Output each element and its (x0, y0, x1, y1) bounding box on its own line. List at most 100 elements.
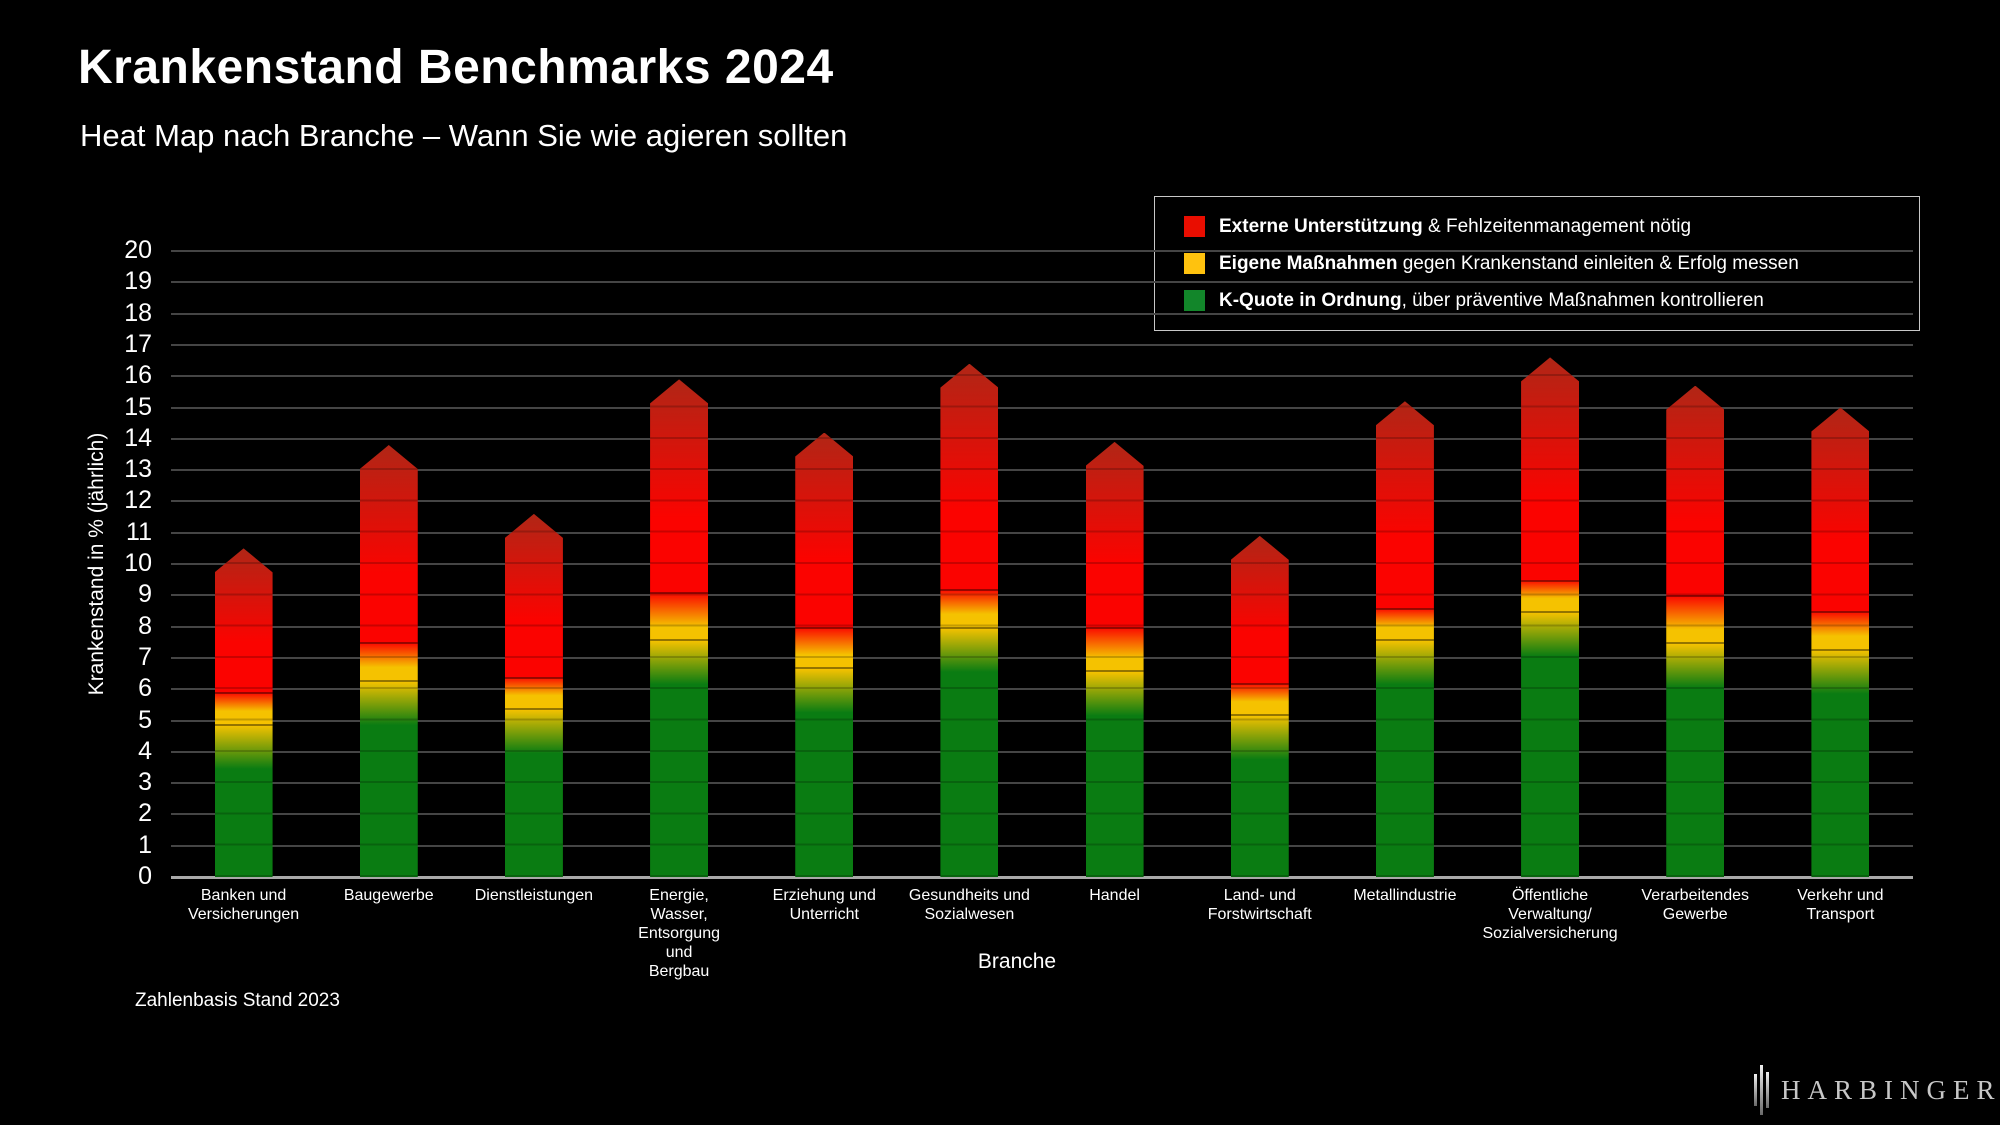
x-axis-line (171, 876, 1913, 879)
x-category-label-line: Bergbau (648, 963, 710, 980)
threshold-yellow-line (1811, 648, 1870, 651)
x-category-label-line: Metallindustrie (1353, 887, 1457, 904)
y-tick-label-16: 16 (124, 361, 152, 390)
bar-grid-overlay (1521, 357, 1580, 877)
y-tick-label-18: 18 (124, 298, 152, 327)
threshold-yellow-line (1230, 714, 1289, 717)
threshold-red-line (1666, 595, 1725, 598)
legend-label: Externe Unterstützung & Fehlzeitenmanage… (1219, 215, 1692, 237)
gridline-20 (171, 250, 1913, 252)
bar-grid-overlay (795, 432, 854, 877)
gridline-19 (171, 281, 1913, 284)
bar-metallindustrie (1375, 401, 1434, 877)
y-tick-label-7: 7 (138, 642, 152, 671)
legend-item-1: Eigene Maßnahmen gegen Krankenstand einl… (1184, 245, 1903, 282)
x-category-label-line: Baugewerbe (343, 887, 434, 904)
bar-grid-overlay (214, 548, 273, 877)
y-tick-label-10: 10 (124, 549, 152, 577)
threshold-yellow-line (1666, 642, 1725, 645)
x-category-label-line: Sozialversicherung (1482, 925, 1618, 942)
threshold-red-line (795, 626, 854, 629)
bar-grid-overlay (1230, 535, 1289, 877)
threshold-red-line (1085, 626, 1144, 629)
gridline-18 (171, 312, 1913, 315)
legend-item-0: Externe Unterstützung & Fehlzeitenmanage… (1184, 208, 1903, 245)
threshold-red-line (650, 592, 709, 595)
bar-dienstleistungen (504, 513, 563, 877)
x-category-label-line: Handel (1089, 887, 1140, 904)
x-category-label: Gesundheits und Sozialwesen (889, 886, 1049, 924)
legend-swatch-icon (1184, 253, 1205, 274)
threshold-red-line (1521, 579, 1580, 582)
y-tick-label-12: 12 (124, 486, 152, 515)
bar-handel (1085, 441, 1144, 877)
bar-gesundheits-und-sozialwesen (940, 363, 999, 877)
bar-energie-wasser-entsorgung-und-bergbau (650, 379, 709, 877)
y-tick-label-14: 14 (124, 423, 152, 452)
gridline-5 (171, 719, 1913, 722)
x-category-label: Verarbeitendes Gewerbe (1615, 886, 1775, 924)
harbinger-logo: HARBINGER (1754, 1064, 2000, 1116)
bar-banken-und-versicherungen (214, 548, 273, 877)
y-tick-label-4: 4 (138, 736, 152, 765)
logo-mark-icon (1754, 1064, 1772, 1116)
x-category-label: Erziehung und Unterricht (744, 886, 904, 924)
bar-grid-overlay (359, 445, 418, 877)
logo-text: HARBINGER (1781, 1074, 2000, 1105)
x-category-label-line: Entsorgung (638, 925, 720, 942)
legend-label: Eigene Maßnahmen gegen Krankenstand einl… (1219, 252, 1799, 274)
gridline-2 (171, 813, 1913, 816)
gridline-15 (171, 406, 1913, 409)
x-category-label-line: Forstwirtschaft (1207, 906, 1312, 923)
threshold-yellow-line (1375, 639, 1434, 642)
bar-erziehung-und-unterricht (795, 432, 854, 877)
threshold-yellow-line (1085, 670, 1144, 673)
legend: Externe Unterstützung & Fehlzeitenmanage… (1154, 196, 1920, 331)
y-tick-label-19: 19 (124, 267, 152, 296)
x-category-label-line: Verkehr und (1797, 887, 1884, 904)
page-subtitle: Heat Map nach Branche – Wann Sie wie agi… (80, 118, 848, 153)
y-axis-title: Krankenstand in % (jährlich) (85, 432, 108, 696)
y-tick-label-8: 8 (138, 611, 152, 640)
bar-grid-overlay (504, 513, 563, 877)
bar-öffentliche-verwaltung-sozialversicherung (1521, 357, 1580, 877)
x-category-label: Metallindustrie (1325, 886, 1485, 905)
x-category-label-line: und (665, 944, 693, 961)
x-category-label: Verkehr und Transport (1760, 886, 1920, 924)
x-category-label-line: Land- und (1223, 887, 1296, 904)
y-tick-label-6: 6 (138, 674, 152, 703)
legend-swatch-icon (1184, 216, 1205, 237)
threshold-yellow-line (940, 626, 999, 629)
gridline-6 (171, 688, 1913, 691)
bar-grid-overlay (1666, 385, 1725, 877)
threshold-red-line (504, 676, 563, 679)
threshold-yellow-line (359, 679, 418, 682)
x-category-label-line: Erziehung und (772, 887, 876, 904)
gridline-16 (171, 375, 1913, 378)
x-category-label-line: Gewerbe (1662, 906, 1728, 923)
x-axis-title: Branche (977, 950, 1057, 973)
threshold-yellow-line (795, 667, 854, 670)
x-category-label-line: Sozialwesen (924, 906, 1015, 923)
legend-label: K-Quote in Ordnung, über präventive Maßn… (1219, 289, 1764, 311)
gridline-4 (171, 750, 1913, 753)
threshold-red-line (940, 589, 999, 592)
x-category-label: Banken und Versicherungen (164, 886, 324, 924)
y-tick-label-11: 11 (126, 517, 152, 546)
threshold-yellow-line (1521, 610, 1580, 613)
gridline-7 (171, 656, 1913, 659)
legend-item-2: K-Quote in Ordnung, über präventive Maßn… (1184, 282, 1903, 319)
gridline-11 (171, 531, 1913, 534)
x-category-label-line: Versicherungen (187, 906, 300, 923)
bar-verarbeitendes-gewerbe (1666, 385, 1725, 877)
bar-grid-overlay (1811, 407, 1870, 877)
y-tick-label-17: 17 (124, 329, 152, 358)
bar-land-und-forstwirtschaft (1230, 535, 1289, 877)
legend-swatch-icon (1184, 290, 1205, 311)
gridline-9 (171, 594, 1913, 597)
bar-verkehr-und-transport (1811, 407, 1870, 877)
x-category-label-line: Dienstleistungen (474, 887, 594, 904)
gridline-17 (171, 343, 1913, 346)
y-tick-label-1: 1 (138, 830, 152, 859)
